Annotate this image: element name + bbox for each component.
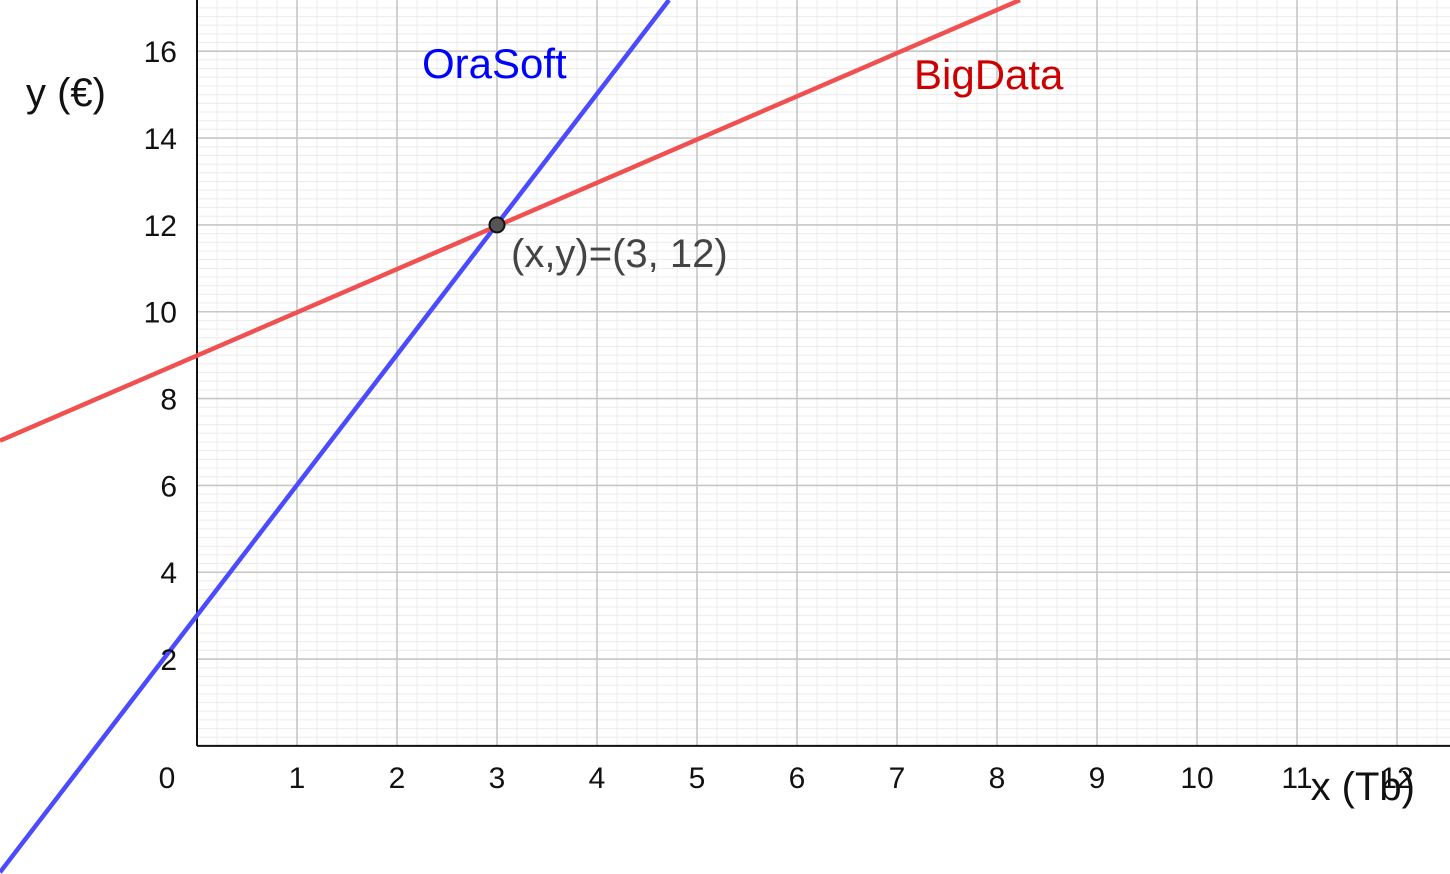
axes	[196, 0, 1450, 747]
y-tick-label: 8	[160, 384, 177, 417]
x-tick-label: 1	[289, 762, 306, 795]
y-tick-label: 10	[144, 297, 177, 330]
series-label-bigdata: BigData	[914, 51, 1064, 98]
x-tick-label: 6	[789, 762, 806, 795]
major-grid	[197, 0, 1450, 746]
x-axis-label: x (Tb)	[1311, 765, 1415, 809]
x-tick-label: 2	[389, 762, 406, 795]
minor-grid	[197, 0, 1450, 746]
series-lines	[0, 0, 1021, 874]
x-tick-label: 9	[1089, 762, 1106, 795]
y-tick-label: 2	[160, 644, 177, 677]
intersection-points	[488, 216, 506, 234]
intersection-label: (x,y)=(3, 12)	[511, 232, 728, 276]
x-tick-label: 8	[989, 762, 1006, 795]
y-tick-label: 12	[144, 210, 177, 243]
x-tick-label: 11	[1281, 762, 1312, 795]
series-label-orasoft: OraSoft	[422, 40, 567, 87]
x-tick-label: 10	[1180, 762, 1213, 795]
x-tick-label: 0	[159, 762, 176, 795]
series-line-bigdata	[0, 0, 1021, 443]
chart-labels: x (Tb) y (€) OraSoft BigData (x,y)=(3, 12)	[26, 40, 1415, 809]
y-tick-label: 14	[144, 123, 177, 156]
series-line-orasoft	[0, 0, 671, 874]
x-tick-label: 5	[689, 762, 706, 795]
x-tick-label: 7	[889, 762, 906, 795]
x-tick-label: 12	[1380, 762, 1413, 795]
intersection-point	[488, 216, 506, 234]
y-axis-label: y (€)	[26, 71, 106, 115]
y-tick-label: 6	[160, 470, 177, 503]
y-tick-label: 16	[144, 36, 177, 69]
x-tick-label: 4	[589, 762, 606, 795]
y-tick-label: 4	[160, 557, 177, 590]
x-tick-label: 3	[489, 762, 506, 795]
